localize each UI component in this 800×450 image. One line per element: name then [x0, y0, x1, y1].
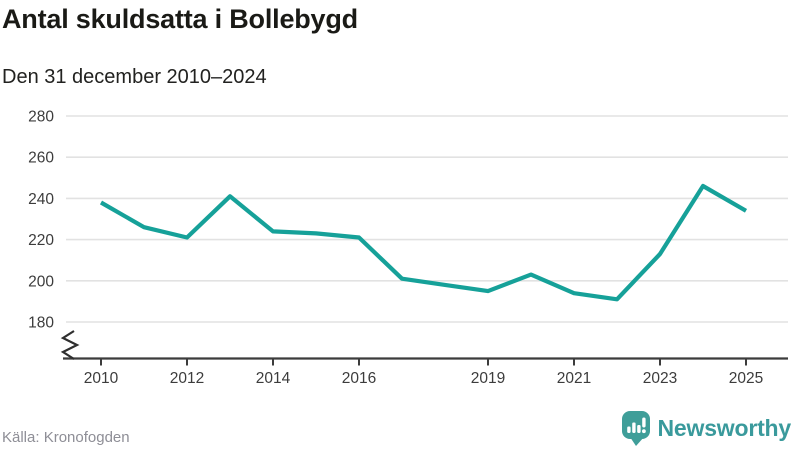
x-tick-label: 2010 [84, 370, 119, 387]
y-tick-label: 220 [28, 232, 54, 249]
x-tick-label: 2012 [170, 370, 204, 387]
y-tick-label: 180 [28, 315, 54, 332]
x-tick-label: 2016 [342, 370, 376, 387]
bar-chart-speech-bubble-icon [621, 411, 650, 446]
x-tick-label: 2025 [729, 370, 763, 387]
y-tick-label: 240 [28, 191, 54, 208]
x-tick-label: 2023 [643, 370, 677, 387]
x-tick-label: 2021 [557, 370, 591, 387]
page-title: Antal skuldsatta i Bollebygd [2, 4, 358, 34]
source-note: Källa: Kronofogden [2, 429, 130, 446]
data-line-antal-skuldsatta [99, 183, 748, 302]
chart-subtitle: Den 31 december 2010–2024 [2, 66, 267, 88]
y-tick-label: 280 [28, 109, 54, 126]
logo-text: Newsworthy [657, 415, 792, 441]
y-tick-label: 260 [28, 150, 54, 167]
x-tick-label: 2014 [256, 370, 291, 387]
axis-break-icon [60, 330, 80, 360]
x-tick-label: 2019 [471, 370, 505, 387]
y-tick-label: 200 [28, 273, 54, 290]
newsworthy-logo: Newsworthy [621, 410, 791, 447]
